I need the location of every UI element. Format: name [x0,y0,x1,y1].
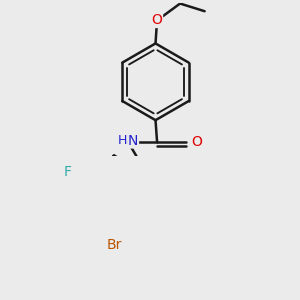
Text: Br: Br [106,238,122,252]
Text: F: F [64,165,72,178]
Text: O: O [191,135,203,149]
Text: O: O [152,14,163,27]
Text: H: H [118,134,127,147]
Text: N: N [128,134,139,148]
